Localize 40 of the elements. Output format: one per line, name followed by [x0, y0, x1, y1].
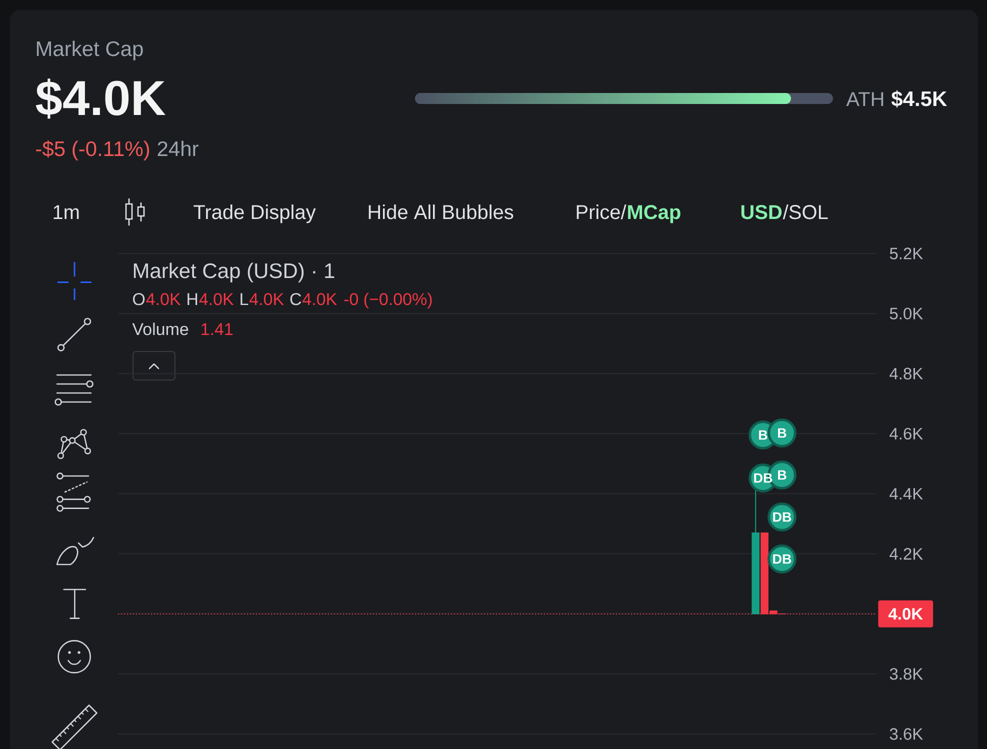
- annotation: H: [188, 293, 198, 305]
- annotation: B: [759, 430, 768, 440]
- annotation: 4.0K: [146, 293, 181, 306]
- y-tick-label: 4.8K: [890, 368, 923, 380]
- y-tick-label: 4.2K: [890, 548, 923, 560]
- text: $4.5K: [891, 90, 947, 108]
- text: Trade Display: [194, 204, 316, 224]
- annotation: DB: [773, 554, 792, 564]
- ref-line-label: 4.0K: [888, 608, 923, 620]
- annotation: 4.0K: [199, 293, 234, 306]
- text: MCap: [628, 205, 680, 224]
- annotation: 4.0K: [249, 293, 284, 306]
- annotation: B: [778, 470, 786, 480]
- y-tick-label: 5.2K: [890, 248, 923, 260]
- annotation: 4.0K: [302, 293, 337, 306]
- annotation: Market Cap (USD) · 1: [134, 262, 334, 282]
- annotation: O: [133, 293, 145, 306]
- text: 1m: [54, 205, 79, 219]
- chart-subtitle: $4.0K: [36, 78, 166, 119]
- annotation: B: [778, 428, 786, 438]
- text: USD: [741, 205, 782, 220]
- annotation: C: [290, 293, 302, 306]
- annotation: DB: [754, 473, 772, 483]
- text: Hide All Bubbles: [368, 204, 514, 220]
- annotation: Volume: [132, 322, 188, 336]
- text: /SOL: [782, 204, 828, 220]
- y-tick-label: 4.6K: [890, 428, 923, 440]
- chart-title: Market Cap: [36, 40, 143, 60]
- annotation: DB: [773, 512, 792, 522]
- text: ATH: [846, 92, 884, 106]
- text: Price/: [576, 204, 626, 220]
- y-tick-label: 3.6K: [890, 728, 923, 740]
- annotation: L: [240, 293, 248, 305]
- y-tick-label: 4.4K: [890, 488, 923, 500]
- text: 24hr: [158, 140, 198, 156]
- annotation: 1.41: [202, 323, 233, 336]
- annotation: -0 (−0.00%): [344, 292, 432, 309]
- text: -$5 (-0.11%): [36, 140, 150, 160]
- y-tick-label: 3.8K: [890, 668, 923, 680]
- y-tick-label: 5.0K: [890, 308, 923, 320]
